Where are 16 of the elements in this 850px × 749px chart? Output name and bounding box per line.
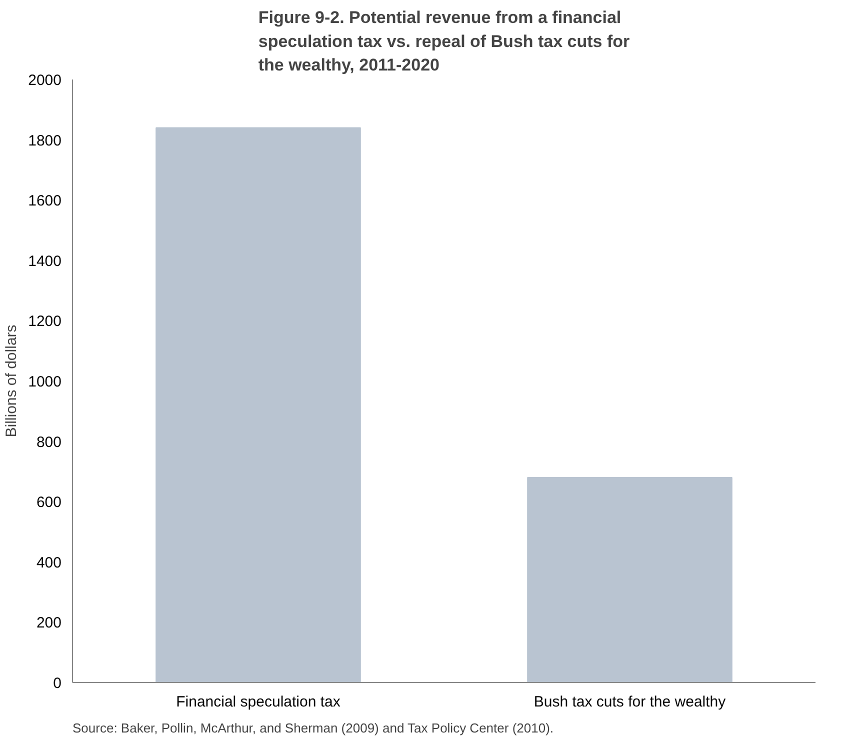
x-tick-label: Financial speculation tax <box>176 694 341 710</box>
y-tick-label: 600 <box>36 494 62 512</box>
y-axis-title: Billions of dollars <box>3 324 20 438</box>
y-tick-label: 2000 <box>28 72 62 89</box>
y-tick-label: 1800 <box>28 132 62 150</box>
source-note: Source: Baker, Pollin, McArthur, and Sherman (2009) and Tax Policy Center (2010). <box>72 720 554 736</box>
y-tick-label: 1600 <box>28 192 62 210</box>
y-tick-label: 400 <box>36 554 62 572</box>
chart-title: Figure 9-2. Potential revenue from a financial speculation tax vs. repeal of Bush tax cuts for the wealthy, 2011-2020 <box>258 8 630 74</box>
y-tick-label: 1200 <box>28 313 62 330</box>
y-tick-label: 1400 <box>28 252 62 270</box>
y-tick-label: 200 <box>36 614 62 632</box>
y-tick-label: 800 <box>36 434 62 451</box>
y-tick-label: 0 <box>53 675 62 692</box>
x-tick-label: Bush tax cuts for the wealthy <box>534 694 726 710</box>
y-tick-label: 1000 <box>28 374 62 390</box>
